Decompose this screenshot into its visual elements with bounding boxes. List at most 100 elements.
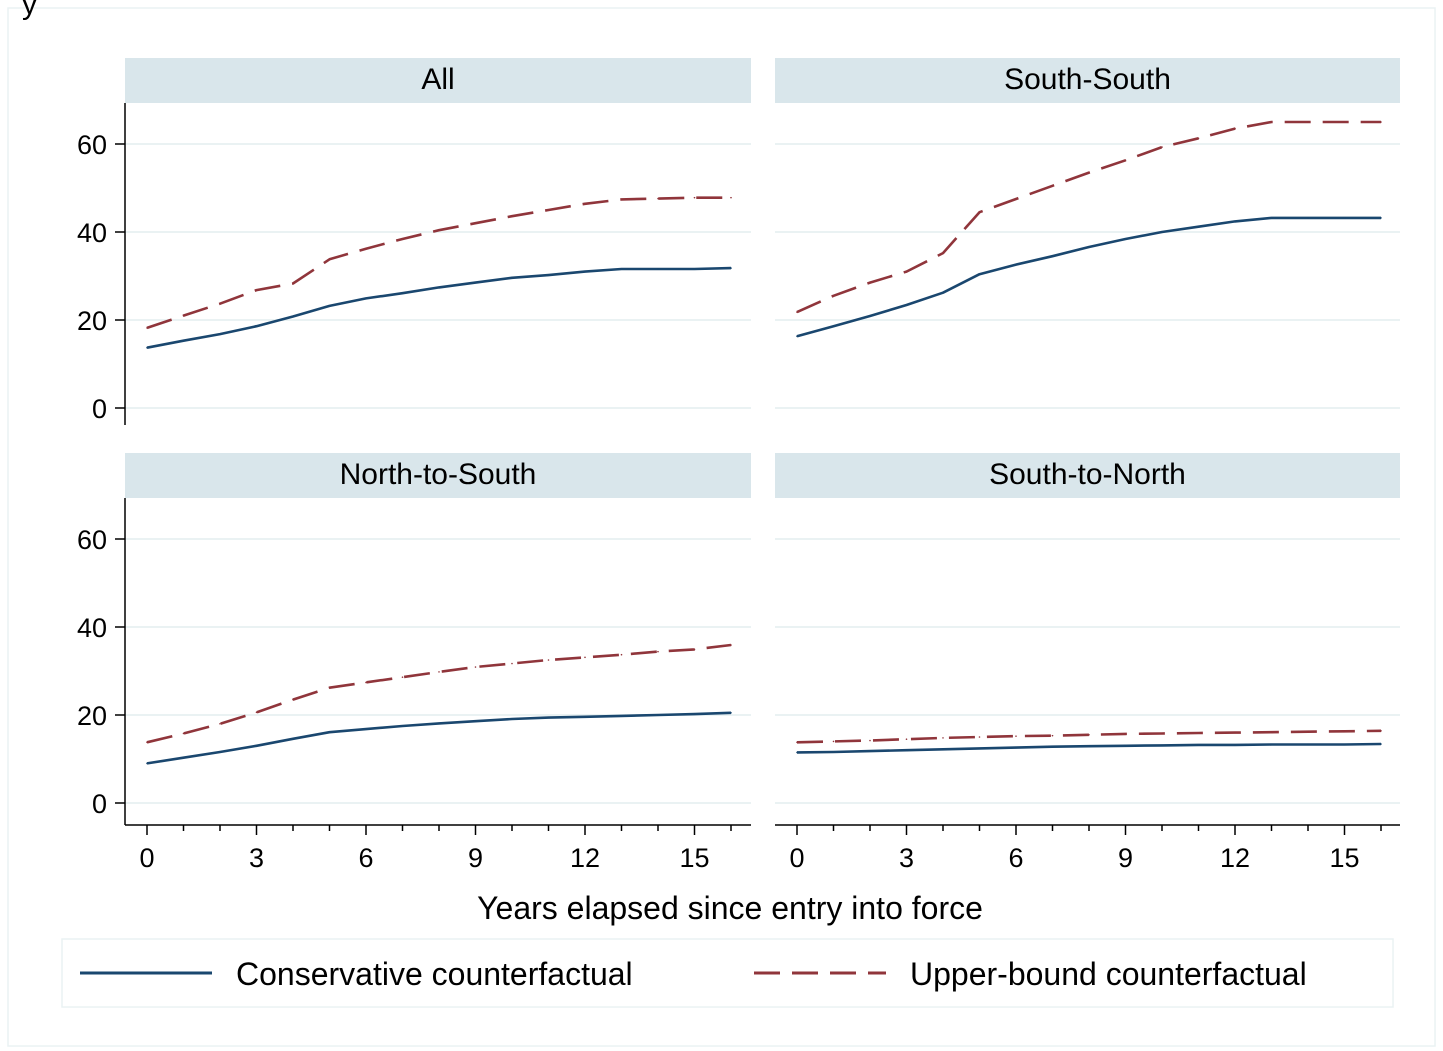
point-conservative-counterfactual-south-south-12 <box>1234 220 1236 223</box>
point-conservative-counterfactual-all-3 <box>255 325 258 327</box>
point-upper-bound-counterfactual-north-to-south-5 <box>328 686 331 689</box>
point-upper-bound-counterfactual-all-4 <box>292 282 294 285</box>
point-conservative-counterfactual-south-south-3 <box>905 304 908 306</box>
panel-south-south: South-South <box>775 58 1400 409</box>
point-upper-bound-counterfactual-all-1 <box>182 314 185 317</box>
point-conservative-counterfactual-south-south-6 <box>1015 263 1017 266</box>
panels: All0204060South-SouthNorth-to-South02040… <box>77 58 1400 873</box>
point-upper-bound-counterfactual-north-to-south-4 <box>292 698 294 701</box>
point-conservative-counterfactual-all-4 <box>292 315 294 318</box>
point-conservative-counterfactual-south-to-north-16 <box>1380 743 1382 745</box>
x-tick-label-12: 12 <box>1220 843 1250 873</box>
point-upper-bound-counterfactual-north-to-south-9 <box>474 666 477 668</box>
point-conservative-counterfactual-south-to-north-4 <box>942 748 944 751</box>
point-conservative-counterfactual-south-south-8 <box>1088 246 1090 248</box>
point-upper-bound-counterfactual-south-to-north-15 <box>1343 730 1346 733</box>
point-upper-bound-counterfactual-south-to-north-10 <box>1161 732 1163 735</box>
point-upper-bound-counterfactual-south-south-9 <box>1124 159 1127 162</box>
point-conservative-counterfactual-south-to-north-9 <box>1124 745 1127 747</box>
point-conservative-counterfactual-all-11 <box>547 274 550 276</box>
legend: Conservative counterfactual Upper-bound … <box>61 938 1394 1008</box>
point-conservative-counterfactual-south-to-north-11 <box>1197 744 1200 746</box>
point-upper-bound-counterfactual-south-south-14 <box>1307 121 1309 123</box>
point-conservative-counterfactual-south-to-north-14 <box>1307 743 1309 746</box>
point-upper-bound-counterfactual-north-to-south-6 <box>365 681 367 684</box>
point-upper-bound-counterfactual-north-to-south-14 <box>657 650 659 653</box>
point-upper-bound-counterfactual-south-to-north-13 <box>1270 731 1273 733</box>
point-conservative-counterfactual-north-to-south-10 <box>511 718 513 720</box>
point-upper-bound-counterfactual-north-to-south-0 <box>146 741 148 744</box>
point-upper-bound-counterfactual-south-to-north-9 <box>1124 733 1127 735</box>
point-conservative-counterfactual-all-5 <box>328 305 331 307</box>
x-tick-label-0: 0 <box>789 843 804 873</box>
point-conservative-counterfactual-all-6 <box>365 297 367 300</box>
point-conservative-counterfactual-south-to-north-10 <box>1161 744 1163 747</box>
point-upper-bound-counterfactual-south-to-north-5 <box>978 736 981 738</box>
point-upper-bound-counterfactual-north-to-south-10 <box>511 662 513 665</box>
point-conservative-counterfactual-south-south-1 <box>832 325 835 327</box>
point-upper-bound-counterfactual-north-to-south-13 <box>620 653 623 656</box>
point-upper-bound-counterfactual-south-to-north-11 <box>1197 732 1200 734</box>
point-upper-bound-counterfactual-all-16 <box>730 196 732 199</box>
point-upper-bound-counterfactual-south-south-2 <box>869 281 871 284</box>
point-upper-bound-counterfactual-south-to-north-1 <box>832 740 835 743</box>
y-axis-label-fragment: y <box>22 0 37 21</box>
point-upper-bound-counterfactual-south-south-10 <box>1161 146 1163 148</box>
point-upper-bound-counterfactual-south-to-north-0 <box>796 741 798 744</box>
point-upper-bound-counterfactual-south-to-north-14 <box>1307 730 1309 733</box>
point-conservative-counterfactual-south-to-north-1 <box>832 751 835 753</box>
point-conservative-counterfactual-south-to-north-5 <box>978 747 981 750</box>
point-conservative-counterfactual-all-7 <box>401 292 404 294</box>
panel-title-south-south: South-South <box>1004 63 1171 96</box>
point-conservative-counterfactual-north-to-south-12 <box>584 715 586 718</box>
panel-strip-north-to-south <box>125 453 751 498</box>
panel-strip-south-to-north <box>775 453 1400 498</box>
point-conservative-counterfactual-south-to-north-12 <box>1234 744 1236 746</box>
x-tick-label-15: 15 <box>679 843 709 873</box>
y-tick-label-60: 60 <box>77 130 107 160</box>
point-conservative-counterfactual-north-to-south-15 <box>693 713 696 715</box>
point-conservative-counterfactual-north-to-south-9 <box>474 720 477 722</box>
point-upper-bound-counterfactual-south-south-1 <box>832 295 835 297</box>
point-upper-bound-counterfactual-all-0 <box>146 327 148 329</box>
y-tick-label-40: 40 <box>77 613 107 643</box>
point-conservative-counterfactual-north-to-south-3 <box>255 745 258 747</box>
x-tick-label-3: 3 <box>249 843 264 873</box>
point-upper-bound-counterfactual-south-to-north-3 <box>905 738 908 740</box>
legend-box <box>61 938 1394 1008</box>
point-upper-bound-counterfactual-north-to-south-1 <box>182 732 185 735</box>
point-upper-bound-counterfactual-south-south-7 <box>1051 185 1054 187</box>
point-upper-bound-counterfactual-south-to-north-8 <box>1088 734 1090 736</box>
point-upper-bound-counterfactual-south-south-0 <box>796 311 798 313</box>
x-tick-label-12: 12 <box>570 843 600 873</box>
y-tick-label-60: 60 <box>77 525 107 555</box>
point-conservative-counterfactual-north-to-south-7 <box>401 725 404 727</box>
panel-title-north-to-south: North-to-South <box>340 458 537 491</box>
point-conservative-counterfactual-north-to-south-4 <box>292 737 294 740</box>
point-upper-bound-counterfactual-all-8 <box>438 229 440 232</box>
point-conservative-counterfactual-south-to-north-13 <box>1270 743 1273 746</box>
y-tick-label-20: 20 <box>77 306 107 336</box>
point-upper-bound-counterfactual-south-to-north-12 <box>1234 731 1236 734</box>
point-conservative-counterfactual-all-14 <box>657 268 659 270</box>
point-upper-bound-counterfactual-all-3 <box>255 289 258 291</box>
point-conservative-counterfactual-north-to-south-6 <box>365 728 367 730</box>
point-upper-bound-counterfactual-south-south-3 <box>905 270 908 273</box>
point-upper-bound-counterfactual-south-south-15 <box>1343 121 1346 123</box>
point-upper-bound-counterfactual-all-7 <box>401 238 404 240</box>
point-upper-bound-counterfactual-north-to-south-7 <box>401 676 404 678</box>
point-upper-bound-counterfactual-north-to-south-2 <box>219 723 221 725</box>
point-conservative-counterfactual-all-9 <box>474 281 477 284</box>
point-upper-bound-counterfactual-south-south-5 <box>978 211 981 213</box>
panel-strip-all <box>125 58 751 103</box>
point-conservative-counterfactual-south-to-north-6 <box>1015 746 1017 749</box>
point-conservative-counterfactual-north-to-south-2 <box>219 751 221 753</box>
point-upper-bound-counterfactual-all-13 <box>620 198 623 201</box>
point-conservative-counterfactual-all-15 <box>693 268 696 270</box>
point-upper-bound-counterfactual-south-to-north-7 <box>1051 734 1054 737</box>
point-conservative-counterfactual-north-to-south-8 <box>438 722 440 725</box>
point-conservative-counterfactual-all-2 <box>219 333 221 335</box>
point-conservative-counterfactual-all-0 <box>146 346 148 349</box>
series-line-upper-bound-counterfactual-north-to-south <box>146 643 732 744</box>
